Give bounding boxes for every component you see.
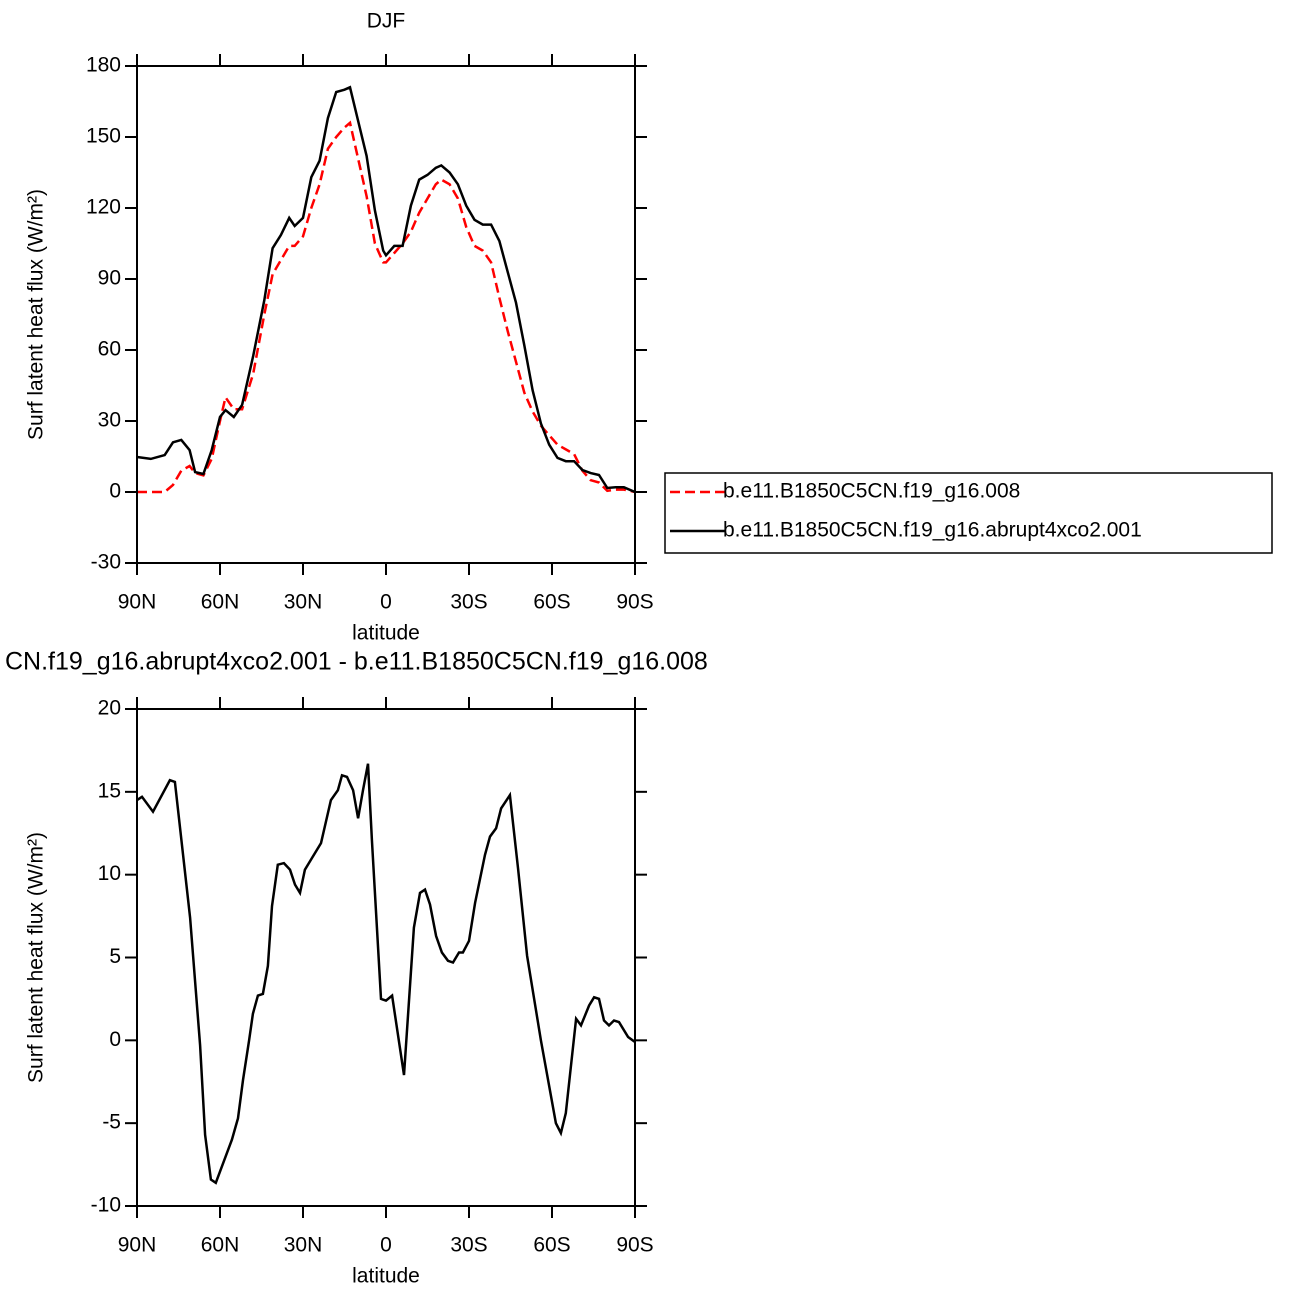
y-tick-label: 180 xyxy=(86,54,121,77)
series-line xyxy=(136,85,636,494)
series-line xyxy=(137,120,636,494)
y-tick-label: 60 xyxy=(98,338,121,361)
plot-frame xyxy=(136,65,636,564)
y-tick-label: -5 xyxy=(102,1111,121,1134)
chart-title: DJF xyxy=(367,10,406,33)
x-tick-label: 90N xyxy=(118,1234,157,1257)
y-tick-label: 0 xyxy=(109,1028,121,1051)
y-axis-label: Surf latent heat flux (W/m²) xyxy=(25,189,48,440)
x-axis-label: latitude xyxy=(352,622,420,645)
series-line xyxy=(136,763,636,1185)
y-tick-label: 20 xyxy=(98,697,121,720)
x-tick-label: 90S xyxy=(616,591,653,614)
legend-label: b.e11.B1850C5CN.f19_g16.abrupt4xco2.001 xyxy=(723,519,1142,542)
legend-box xyxy=(664,472,1273,554)
x-tick-label: 60N xyxy=(201,1234,240,1257)
x-tick-label: 30N xyxy=(284,1234,323,1257)
x-tick-label: 0 xyxy=(380,1234,392,1257)
x-tick-label: 90S xyxy=(616,1234,653,1257)
x-tick-label: 30S xyxy=(450,591,487,614)
x-tick-label: 30N xyxy=(284,591,323,614)
legend-label: b.e11.B1850C5CN.f19_g16.008 xyxy=(723,480,1020,503)
x-tick-label: 90N xyxy=(118,591,157,614)
y-axis-label: Surf latent heat flux (W/m²) xyxy=(25,832,48,1083)
x-tick-label: 60S xyxy=(533,1234,570,1257)
chart-title: CN.f19_g16.abrupt4xco2.001 - b.e11.B1850… xyxy=(5,648,708,676)
x-axis-label: latitude xyxy=(352,1265,420,1288)
x-tick-label: 0 xyxy=(380,591,392,614)
y-tick-label: 90 xyxy=(98,267,121,290)
y-tick-label: 10 xyxy=(98,862,121,885)
y-tick-label: 150 xyxy=(86,125,121,148)
y-tick-label: 0 xyxy=(109,480,121,503)
y-tick-label: 120 xyxy=(86,196,121,219)
y-tick-label: 30 xyxy=(98,409,121,432)
y-tick-label: -10 xyxy=(91,1194,121,1217)
plot-frame xyxy=(136,708,636,1207)
x-tick-label: 60N xyxy=(201,591,240,614)
x-tick-label: 30S xyxy=(450,1234,487,1257)
y-tick-label: 15 xyxy=(98,779,121,802)
x-tick-label: 60S xyxy=(533,591,570,614)
y-tick-label: 5 xyxy=(109,945,121,968)
y-tick-label: -30 xyxy=(91,551,121,574)
